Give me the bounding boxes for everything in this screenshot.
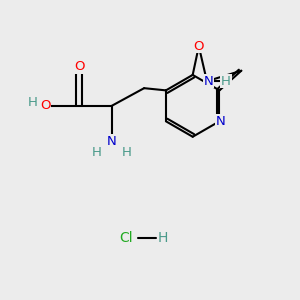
Text: N: N [216, 115, 226, 128]
Text: Cl: Cl [120, 231, 133, 245]
Text: H: H [122, 146, 132, 159]
Text: O: O [74, 61, 85, 74]
Text: H: H [158, 231, 168, 245]
Text: N: N [107, 135, 117, 148]
Text: H: H [221, 75, 231, 88]
Text: H: H [92, 146, 101, 159]
Text: O: O [194, 40, 204, 53]
Text: H: H [28, 96, 38, 110]
Text: O: O [40, 99, 51, 112]
Text: N: N [203, 75, 213, 88]
